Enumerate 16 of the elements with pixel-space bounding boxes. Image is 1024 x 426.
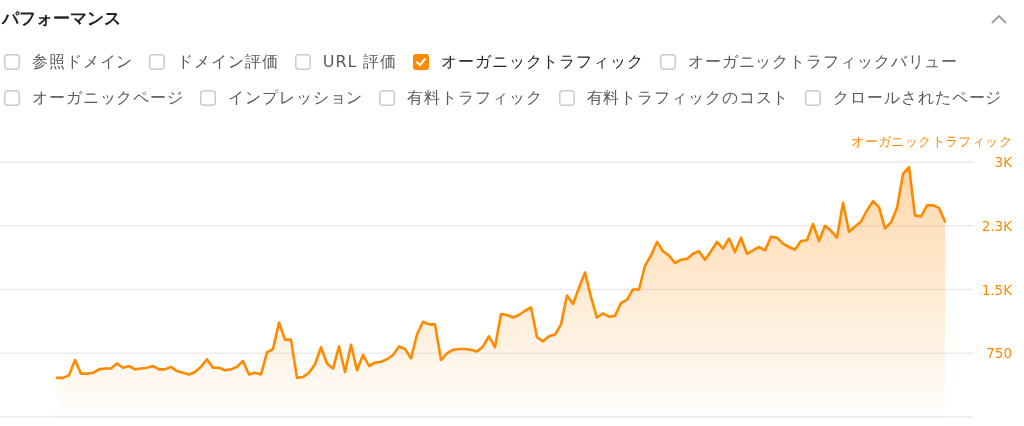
y-tick-label: 2.3K <box>981 217 1014 234</box>
text: 参照ドメイン <box>32 51 134 73</box>
y-axis-title: オーガニックトラフィック <box>851 133 1012 149</box>
y-tick-label: 750 <box>986 345 1012 362</box>
text: URL 評価 <box>322 51 398 73</box>
text: 有料トラフィックのコスト <box>586 87 790 109</box>
text: インプレッション <box>228 87 364 109</box>
text: 有料トラフィック <box>407 87 543 109</box>
text: オーガニックトラフィックバリュー <box>687 51 959 73</box>
legend-label: オーガニックトラフィック <box>441 51 644 73</box>
text: オーガニックページ <box>32 87 185 109</box>
text: クロールされたページ <box>833 87 1003 109</box>
text: ドメイン評価 <box>177 51 279 73</box>
y-tick-label: 3K <box>994 154 1014 170</box>
y-tick-label: 1.5K <box>981 281 1014 298</box>
chart-title: パフォーマンス <box>2 8 121 28</box>
